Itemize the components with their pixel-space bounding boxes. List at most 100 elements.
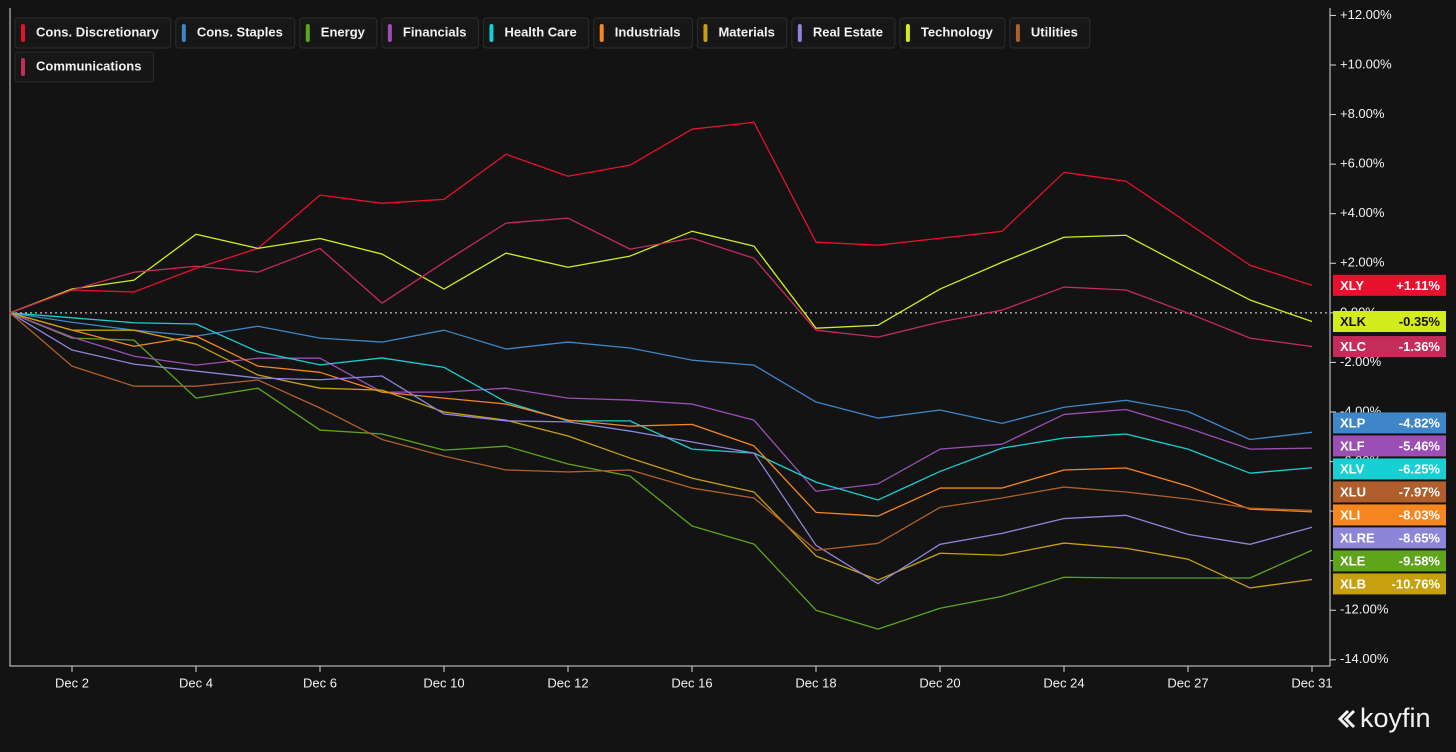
end-tag-box bbox=[1333, 458, 1446, 480]
end-tag-value: -4.82% bbox=[1399, 415, 1441, 430]
legend-label: Energy bbox=[321, 24, 366, 39]
series-line bbox=[9, 312, 1313, 630]
plot-frame bbox=[9, 8, 1331, 667]
legend-box bbox=[175, 17, 296, 49]
series-line bbox=[9, 312, 1313, 551]
end-tag-ticker: XLU bbox=[1340, 484, 1366, 499]
series-line bbox=[9, 312, 1313, 441]
end-tag: XLY +1.11% bbox=[1333, 274, 1446, 296]
legend-swatch bbox=[387, 24, 392, 42]
legend-item[interactable]: Communications bbox=[14, 51, 154, 83]
y-tick-label: +6.00% bbox=[1340, 156, 1385, 171]
end-tag-ticker: XLC bbox=[1340, 339, 1367, 354]
y-tick-label: +12.00% bbox=[1340, 7, 1392, 22]
legend-item[interactable]: Health Care bbox=[482, 17, 590, 49]
legend-item[interactable]: Utilities bbox=[1009, 17, 1091, 49]
end-tag: XLI -8.03% bbox=[1333, 504, 1446, 526]
end-tag-box bbox=[1333, 481, 1446, 503]
legend-item[interactable]: Real Estate bbox=[791, 17, 896, 49]
x-tick-label: Dec 27 bbox=[1167, 675, 1208, 690]
y-tick-label: +4.00% bbox=[1340, 205, 1385, 220]
x-tick-label: Dec 31 bbox=[1291, 675, 1332, 690]
end-tag-box bbox=[1333, 527, 1446, 549]
brand-name: koyfin bbox=[1360, 703, 1431, 733]
legend-label: Cons. Discretionary bbox=[36, 24, 160, 39]
legend-label: Industrials bbox=[615, 24, 681, 39]
legend-item[interactable]: Financials bbox=[381, 17, 479, 49]
end-tag: XLF -5.46% bbox=[1333, 435, 1446, 457]
legend-swatch bbox=[489, 24, 494, 42]
end-tag-ticker: XLB bbox=[1340, 576, 1366, 591]
end-tag-value: -8.03% bbox=[1399, 507, 1441, 522]
end-tag: XLRE -8.65% bbox=[1333, 527, 1446, 549]
legend-item[interactable]: Technology bbox=[899, 17, 1006, 49]
legend-item[interactable]: Industrials bbox=[593, 17, 693, 49]
end-tag-value: -10.76% bbox=[1392, 576, 1441, 591]
legend-swatch bbox=[703, 24, 708, 42]
end-tag-value: -7.97% bbox=[1399, 484, 1441, 499]
x-tick-label: Dec 4 bbox=[179, 675, 213, 690]
x-tick-label: Dec 12 bbox=[547, 675, 588, 690]
end-tag-box bbox=[1333, 550, 1446, 572]
x-tick-label: Dec 16 bbox=[671, 675, 712, 690]
end-tag: XLK -0.35% bbox=[1333, 311, 1446, 333]
brand-icon bbox=[1337, 709, 1356, 729]
y-tick-label: -12.00% bbox=[1340, 602, 1389, 617]
y-tick-label: +10.00% bbox=[1340, 56, 1392, 71]
end-tag-box bbox=[1333, 311, 1446, 333]
legend-label: Financials bbox=[403, 24, 467, 39]
end-tag-value: -8.65% bbox=[1399, 530, 1441, 545]
end-tag: XLB -10.76% bbox=[1333, 573, 1446, 595]
x-tick-label: Dec 6 bbox=[303, 675, 337, 690]
series-line bbox=[9, 312, 1313, 589]
legend-swatch bbox=[21, 58, 25, 76]
end-tag-box bbox=[1333, 274, 1446, 296]
y-tick-label: +8.00% bbox=[1340, 106, 1385, 121]
series-line bbox=[9, 312, 1313, 492]
x-tick-label: Dec 10 bbox=[423, 675, 464, 690]
legend-box bbox=[14, 51, 154, 83]
legend-label: Utilities bbox=[1031, 24, 1078, 39]
legend-label: Communications bbox=[36, 58, 141, 73]
end-tag-value: -6.25% bbox=[1399, 461, 1441, 476]
legend-label: Cons. Staples bbox=[197, 24, 283, 39]
end-tag-ticker: XLRE bbox=[1340, 530, 1375, 545]
legend-box bbox=[593, 17, 693, 49]
legend-box bbox=[696, 17, 788, 49]
series-line bbox=[9, 121, 1313, 314]
legend-label: Materials bbox=[718, 24, 774, 39]
end-tag-ticker: XLI bbox=[1340, 507, 1360, 522]
legend-swatch bbox=[305, 24, 310, 42]
legend-item[interactable]: Materials bbox=[696, 17, 788, 49]
legend-swatch bbox=[181, 24, 186, 42]
y-tick-label: +2.00% bbox=[1340, 255, 1385, 270]
brand: koyfin bbox=[1337, 703, 1431, 733]
end-tag-value: -5.46% bbox=[1399, 438, 1441, 453]
end-tag-value: -0.35% bbox=[1399, 314, 1441, 329]
legend-item[interactable]: Cons. Discretionary bbox=[14, 17, 172, 49]
series-line bbox=[9, 312, 1313, 585]
legend-swatch bbox=[21, 24, 25, 42]
legend-item[interactable]: Cons. Staples bbox=[175, 17, 296, 49]
y-tick-label: -2.00% bbox=[1340, 354, 1382, 369]
end-tag-box bbox=[1333, 504, 1446, 526]
end-tag-ticker: XLK bbox=[1340, 314, 1367, 329]
end-tag-value: -9.58% bbox=[1399, 553, 1441, 568]
x-tick-label: Dec 2 bbox=[55, 675, 89, 690]
series-line bbox=[9, 217, 1313, 348]
legend-item[interactable]: Energy bbox=[299, 17, 378, 49]
x-tick-label: Dec 24 bbox=[1043, 675, 1084, 690]
legend-box bbox=[791, 17, 896, 49]
legend-label: Health Care bbox=[504, 24, 576, 39]
legend-box bbox=[899, 17, 1006, 49]
end-tag: XLP -4.82% bbox=[1333, 412, 1446, 434]
series-line bbox=[9, 312, 1313, 517]
legend-swatch bbox=[797, 24, 802, 42]
end-tag-ticker: XLE bbox=[1340, 553, 1366, 568]
end-tag: XLC -1.36% bbox=[1333, 336, 1446, 358]
legend-swatch bbox=[905, 24, 910, 42]
legend-box bbox=[381, 17, 479, 49]
x-tick-label: Dec 18 bbox=[795, 675, 836, 690]
